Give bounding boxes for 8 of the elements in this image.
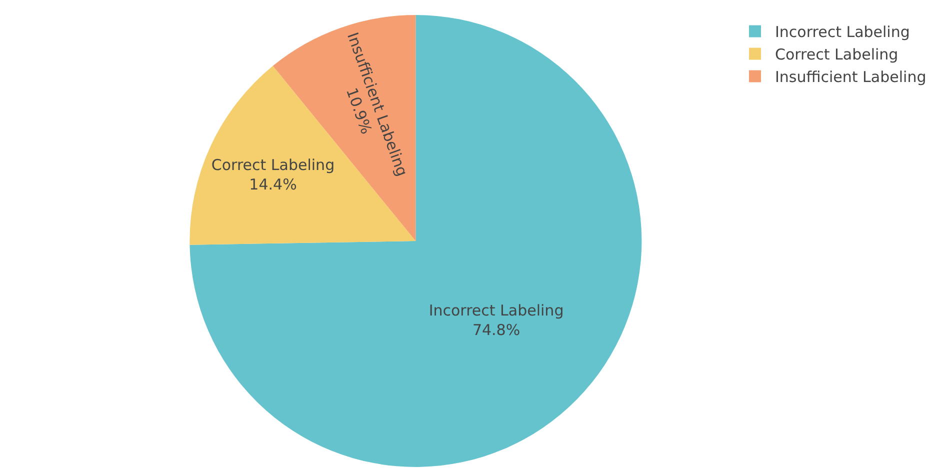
legend-label: Insufficient Labeling: [775, 68, 926, 86]
slice-label: Incorrect Labeling: [428, 301, 564, 320]
slice-label: Correct Labeling: [211, 156, 335, 174]
legend-label: Correct Labeling: [775, 46, 898, 64]
data-label: 14.4%: [249, 176, 297, 194]
pie-slice: [190, 15, 642, 467]
data-label: 74.8%: [472, 320, 520, 339]
legend-label: Incorrect Labeling: [775, 23, 910, 42]
